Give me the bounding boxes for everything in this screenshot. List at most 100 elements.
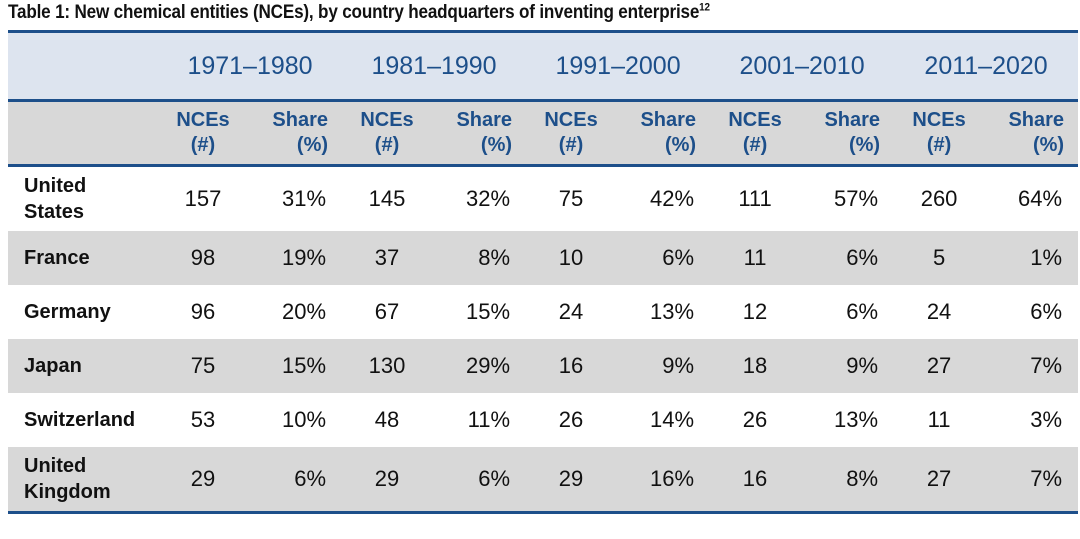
share-cell: 32% [465,186,511,211]
share-cell: 31% [281,186,327,211]
cell-line: (%) [480,134,513,156]
country-cell: Switzerland [8,393,158,447]
share-subheader: Share (%) [248,100,343,167]
cell-line: Share [456,109,513,131]
cell-line: (#) [558,134,584,156]
share-cell: 6% [800,231,895,285]
table-caption: Table 1: New chemical entities (NCEs), b… [8,2,710,24]
country-cell: United Kingdom [8,447,158,514]
cell-line: Share [640,109,697,131]
table-row: Japan 75 15% 130 29% 16 9% 18 9% 27 7% [8,339,1079,393]
nces-cell: 11 [927,407,951,432]
share-subheader: Share (%) [432,100,527,167]
nces-cell: 16 [526,339,617,393]
cell-line: NCEs [360,109,414,131]
share-cell: 7% [984,447,1079,514]
nces-cell: 130 [342,339,433,393]
nces-cell: 75 [558,186,584,211]
nces-cell: 16 [710,447,801,514]
share-cell: 19% [248,231,343,285]
share-cell: 13% [834,407,879,432]
share-cell: 14% [650,407,695,432]
nces-cell: 18 [710,339,801,393]
nces-cell: 67 [374,299,400,324]
table-row: Germany 96 20% 67 15% 24 13% 12 6% 24 6% [8,285,1078,339]
decade-header-row: 1971–1980 1981–1990 1991–2000 2001–2010 … [8,30,1079,102]
nces-cell: 26 [558,407,584,432]
cell-line: United [24,175,87,197]
nces-subheader: NCEs (#) [342,100,433,167]
cell-line: Switzerland [24,409,136,431]
share-cell: 6% [846,299,879,324]
nces-subheader: NCEs (#) [158,100,248,167]
cell-line: (%) [1032,134,1065,156]
share-subheader: Share (%) [984,100,1079,167]
subheader-corner [8,100,158,167]
corner-cell [8,30,158,102]
share-cell: 1% [984,231,1079,285]
nces-cell: 29 [342,447,433,514]
country-cell: Germany [8,285,158,339]
cell-line: (#) [190,134,216,156]
nces-cell: 29 [526,447,617,514]
share-cell: 8% [800,447,895,514]
share-cell: 3% [1030,407,1063,432]
country-cell: United States [8,166,158,232]
cell-line: (#) [742,134,768,156]
share-cell: 64% [1018,186,1063,211]
share-cell: 42% [650,186,695,211]
nces-cell: 260 [920,186,958,211]
share-cell: 6% [1030,299,1063,324]
decade-header: 1981–1990 [342,30,527,102]
cell-line: NCEs [544,109,598,131]
table-row: United States 157 31% 145 32% 75 42% 111 57% 260 64… [8,166,1078,232]
cell-line: Share [824,109,881,131]
nces-cell: 24 [558,299,584,324]
table-body: United States 157 31% 145 32% 75 42% 111 57% 260 64… [8,166,1079,514]
nces-subheader: NCEs (#) [894,100,985,167]
country-cell: Japan [8,339,158,393]
share-cell: 16% [616,447,711,514]
cell-line: (%) [664,134,697,156]
nces-cell: 75 [158,339,248,393]
caption-text: Table 1: New chemical entities (NCEs), b… [8,2,700,23]
nces-cell: 26 [742,407,768,432]
share-cell: 6% [248,447,343,514]
table-row: France 98 19% 37 8% 10 6% 11 6% 5 1% [8,231,1079,285]
nces-cell: 96 [190,299,216,324]
share-cell: 9% [800,339,895,393]
nces-cell: 29 [158,447,248,514]
share-subheader: Share (%) [800,100,895,167]
share-cell: 20% [281,299,327,324]
nces-subheader: NCEs (#) [526,100,617,167]
cell-line: (%) [848,134,881,156]
nces-cell: 48 [374,407,400,432]
subheader-row: NCEs (#) Share (%) NCEs (#) Share (%) NCEs (#) Sha… [8,100,1079,167]
nces-cell: 11 [710,231,801,285]
share-cell: 7% [984,339,1079,393]
nces-cell: 27 [894,339,985,393]
share-subheader: Share (%) [616,100,711,167]
decade-header: 1971–1980 [158,30,343,102]
cell-line: States [24,201,85,223]
cell-line: Germany [24,301,111,323]
cell-line: United [24,455,87,477]
share-cell: 15% [248,339,343,393]
nce-table: 1971–1980 1981–1990 1991–2000 2001–2010 … [8,30,1079,514]
cell-line: NCEs [176,109,230,131]
nces-cell: 5 [894,231,985,285]
share-cell: 11% [467,407,511,432]
share-cell: 15% [465,299,511,324]
decade-header: 1991–2000 [526,30,711,102]
table-row: United Kingdom 29 6% 29 6% 29 16% 16 8% 27 7% [8,447,1079,514]
nces-subheader: NCEs (#) [710,100,801,167]
nces-cell: 145 [368,186,406,211]
cell-line: NCEs [912,109,966,131]
cell-line: (#) [926,134,952,156]
cell-line: Share [1008,109,1065,131]
nces-cell: 37 [342,231,433,285]
share-cell: 6% [432,447,527,514]
nces-cell: 10 [526,231,617,285]
nces-cell: 98 [158,231,248,285]
nces-cell: 24 [926,299,952,324]
